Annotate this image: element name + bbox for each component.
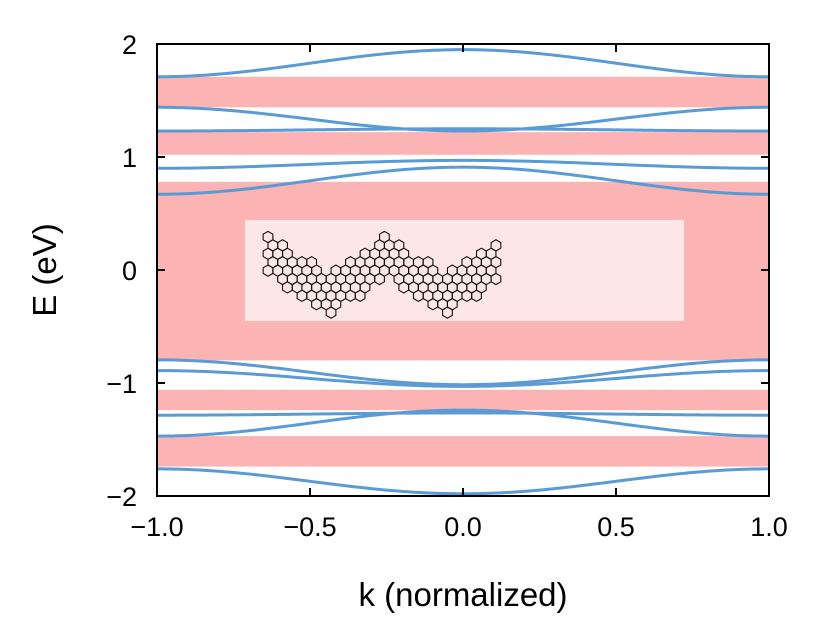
x-tick-label: 0.0 xyxy=(444,512,482,542)
band-gap-5 xyxy=(157,436,769,467)
y-tick-label: 2 xyxy=(122,30,137,60)
band-line-7 xyxy=(157,369,769,388)
x-tick-label: −0.5 xyxy=(283,512,336,542)
x-axis-label: k (normalized) xyxy=(358,576,567,613)
x-tick-label: −1.0 xyxy=(130,512,183,542)
inset-background xyxy=(245,220,684,321)
lattice-hexagon xyxy=(446,297,458,311)
axis-ticks: −1.0 −0.5 0.0 0.5 1.0 −2 −1 0 1 2 xyxy=(106,30,788,542)
lattice-hexagon xyxy=(359,281,371,294)
band-line-2 xyxy=(157,158,769,170)
nanoribbon-inset xyxy=(245,220,684,321)
band-gap-3 xyxy=(157,76,769,108)
y-axis-label: E (eV) xyxy=(26,223,63,317)
band-gap-2 xyxy=(157,132,769,155)
lattice-hexagon xyxy=(490,272,502,286)
x-tick-label: 0.5 xyxy=(597,512,635,542)
band-gap-4 xyxy=(157,389,769,411)
band-line-5 xyxy=(157,48,769,79)
band-line-6 xyxy=(157,358,769,387)
y-tick-label: −1 xyxy=(106,369,137,399)
y-tick-label: −2 xyxy=(106,482,137,512)
lattice-hexagon xyxy=(475,281,487,294)
band-line-3 xyxy=(157,127,769,133)
y-tick-label: 0 xyxy=(122,256,137,286)
band-line-1 xyxy=(157,165,769,196)
band-line-8 xyxy=(157,411,769,417)
lattice-hexagon xyxy=(330,297,342,311)
band-line-9 xyxy=(157,408,769,438)
y-tick-label: 1 xyxy=(122,143,137,173)
band-line-4 xyxy=(157,105,769,133)
x-tick-label: 1.0 xyxy=(750,512,788,542)
lattice-hexagons xyxy=(262,230,502,319)
